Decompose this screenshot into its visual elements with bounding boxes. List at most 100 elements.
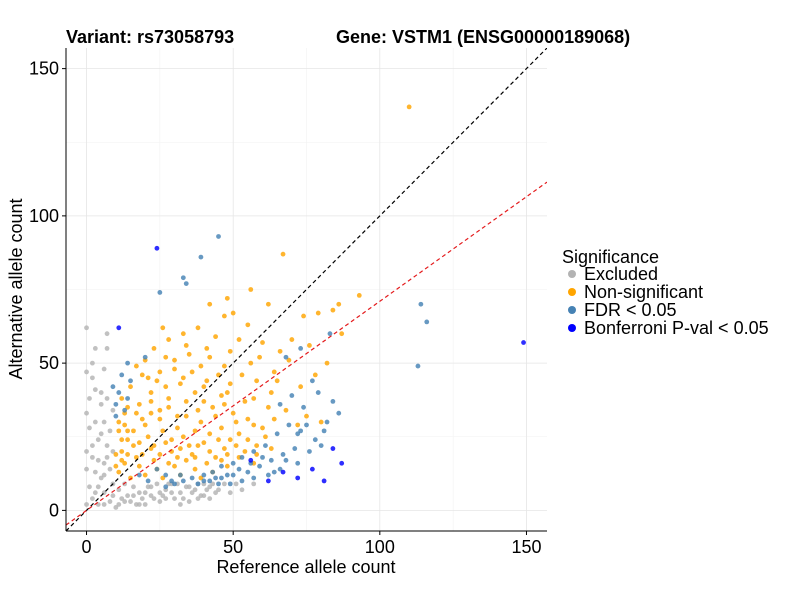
data-point-nonsig bbox=[183, 413, 189, 419]
data-point-fdr bbox=[224, 472, 230, 478]
data-point-excluded bbox=[139, 496, 145, 501]
data-point-excluded bbox=[95, 484, 101, 490]
data-point-excluded bbox=[204, 487, 210, 493]
data-point-fdr bbox=[286, 422, 292, 428]
data-point-fdr bbox=[321, 428, 327, 434]
x-tick-label: 100 bbox=[365, 537, 395, 557]
data-point-nonsig bbox=[172, 357, 177, 363]
data-point-nonsig bbox=[301, 313, 306, 319]
data-point-nonsig bbox=[119, 449, 125, 454]
data-point-nonsig bbox=[406, 104, 412, 110]
data-point-fdr bbox=[239, 454, 245, 460]
data-point-nonsig bbox=[230, 410, 236, 416]
data-point-excluded bbox=[210, 481, 216, 487]
data-point-nonsig bbox=[239, 372, 245, 378]
data-point-nonsig bbox=[142, 472, 148, 478]
reference-lines bbox=[66, 48, 547, 531]
x-axis-title: Reference allele count bbox=[216, 557, 395, 577]
data-point-fdr bbox=[298, 346, 304, 351]
data-point-nonsig bbox=[175, 454, 180, 460]
data-point-nonsig bbox=[192, 466, 198, 472]
data-point-excluded bbox=[136, 490, 142, 496]
data-point-fdr bbox=[198, 254, 204, 260]
data-point-fdr bbox=[113, 413, 119, 419]
data-point-nonsig bbox=[254, 378, 260, 384]
data-point-fdr bbox=[180, 275, 186, 281]
data-point-nonsig bbox=[224, 463, 230, 469]
data-point-nonsig bbox=[219, 393, 224, 398]
data-point-nonsig bbox=[245, 416, 251, 422]
data-point-bonf bbox=[330, 446, 336, 451]
data-point-nonsig bbox=[119, 437, 125, 443]
data-point-nonsig bbox=[260, 425, 265, 431]
data-point-nonsig bbox=[119, 396, 125, 401]
data-point-nonsig bbox=[219, 457, 224, 463]
data-point-fdr bbox=[336, 410, 342, 416]
data-point-nonsig bbox=[330, 307, 336, 313]
data-point-fdr bbox=[268, 457, 274, 463]
x-tick-label: 0 bbox=[82, 537, 92, 557]
data-point-nonsig bbox=[195, 325, 201, 331]
reference-line-fit bbox=[66, 181, 547, 526]
data-point-bonf bbox=[321, 478, 327, 484]
legend-entry-excluded: Excluded bbox=[568, 264, 658, 284]
legend-key-bonf bbox=[568, 324, 576, 332]
data-point-nonsig bbox=[277, 348, 283, 354]
data-point-fdr bbox=[271, 469, 277, 475]
data-point-fdr bbox=[122, 407, 128, 413]
data-point-nonsig bbox=[122, 460, 128, 466]
data-point-nonsig bbox=[307, 343, 312, 348]
data-point-fdr bbox=[128, 378, 133, 384]
series-bonf bbox=[116, 245, 526, 484]
data-point-fdr bbox=[265, 472, 271, 478]
data-point-fdr bbox=[260, 454, 265, 460]
data-point-fdr bbox=[415, 363, 421, 369]
data-point-fdr bbox=[125, 360, 130, 366]
data-point-nonsig bbox=[192, 390, 198, 395]
data-point-nonsig bbox=[207, 301, 213, 307]
data-point-nonsig bbox=[221, 313, 227, 319]
data-point-excluded bbox=[189, 490, 195, 496]
data-point-fdr bbox=[145, 478, 151, 484]
data-point-excluded bbox=[104, 396, 110, 401]
data-point-nonsig bbox=[133, 363, 139, 369]
data-point-nonsig bbox=[148, 410, 154, 416]
data-point-excluded bbox=[154, 481, 160, 487]
data-point-nonsig bbox=[254, 452, 260, 457]
data-point-fdr bbox=[157, 290, 163, 295]
data-point-nonsig bbox=[198, 363, 204, 369]
data-point-fdr bbox=[189, 475, 195, 481]
data-point-nonsig bbox=[224, 390, 230, 395]
data-point-nonsig bbox=[163, 440, 169, 446]
data-point-nonsig bbox=[125, 428, 130, 434]
data-point-nonsig bbox=[139, 416, 145, 422]
data-point-fdr bbox=[142, 354, 148, 360]
data-point-excluded bbox=[101, 472, 107, 478]
data-point-excluded bbox=[84, 502, 89, 507]
data-point-nonsig bbox=[145, 375, 151, 381]
data-point-fdr bbox=[210, 469, 216, 475]
data-point-fdr bbox=[216, 234, 221, 239]
data-point-nonsig bbox=[236, 337, 242, 342]
data-point-nonsig bbox=[312, 372, 318, 378]
y-axis-title: Alternative allele count bbox=[6, 198, 26, 379]
data-point-nonsig bbox=[136, 463, 142, 469]
data-point-fdr bbox=[257, 463, 262, 469]
data-point-nonsig bbox=[324, 360, 330, 366]
data-point-nonsig bbox=[315, 310, 321, 316]
data-point-nonsig bbox=[157, 452, 163, 457]
data-point-fdr bbox=[309, 378, 315, 384]
data-point-excluded bbox=[87, 396, 92, 401]
data-point-bonf bbox=[248, 457, 254, 463]
legend-key-excluded bbox=[568, 270, 576, 278]
data-point-nonsig bbox=[169, 437, 174, 443]
data-point-nonsig bbox=[356, 292, 362, 298]
data-point-nonsig bbox=[125, 452, 130, 457]
data-point-excluded bbox=[160, 493, 166, 499]
data-point-nonsig bbox=[151, 457, 157, 463]
data-point-nonsig bbox=[163, 354, 169, 360]
data-point-bonf bbox=[265, 478, 271, 484]
data-point-excluded bbox=[221, 481, 227, 487]
legend-key-fdr bbox=[568, 306, 576, 314]
